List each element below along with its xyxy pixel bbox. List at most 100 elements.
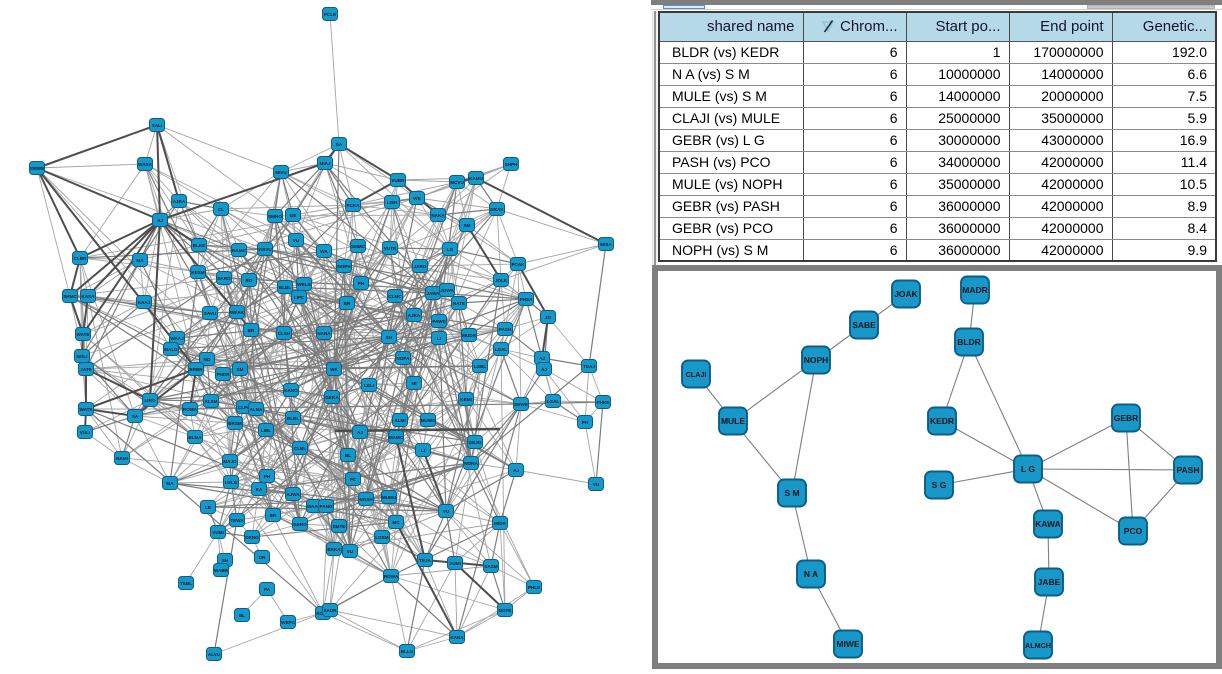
svg-text:MIVU: MIVU bbox=[275, 170, 287, 175]
svg-text:WATE: WATE bbox=[80, 407, 93, 412]
svg-text:ALMCH: ALMCH bbox=[1025, 641, 1051, 650]
svg-text:CLBR: CLBR bbox=[74, 256, 87, 261]
svg-text:BLKE: BLKE bbox=[193, 243, 206, 248]
svg-text:SASM: SASM bbox=[484, 564, 497, 569]
svg-text:WAAK: WAAK bbox=[307, 504, 322, 509]
svg-text:ROMA: ROMA bbox=[183, 407, 198, 412]
svg-text:AJ: AJ bbox=[157, 218, 163, 223]
svg-text:CL: CL bbox=[218, 207, 224, 212]
svg-text:MC: MC bbox=[392, 520, 400, 525]
svg-text:JOAK: JOAK bbox=[894, 289, 918, 299]
svg-text:DRNO: DRNO bbox=[245, 535, 259, 540]
svg-text:KESM: KESM bbox=[191, 270, 204, 275]
svg-text:DRAK: DRAK bbox=[490, 207, 504, 212]
svg-text:ROWA: ROWA bbox=[384, 574, 399, 579]
svg-text:PH: PH bbox=[264, 474, 271, 479]
svg-text:LGAL: LGAL bbox=[495, 347, 508, 352]
svg-text:KAWA: KAWA bbox=[1035, 519, 1061, 529]
svg-text:WEAK: WEAK bbox=[230, 310, 245, 315]
svg-text:NATE: NATE bbox=[453, 301, 465, 306]
svg-text:BR: BR bbox=[270, 513, 277, 518]
svg-text:VU: VU bbox=[347, 549, 354, 554]
svg-text:LG: LG bbox=[447, 247, 454, 252]
svg-text:SM: SM bbox=[237, 367, 244, 372]
svg-text:PCLE: PCLE bbox=[324, 12, 336, 17]
svg-text:PA: PA bbox=[264, 587, 271, 592]
svg-text:KEDR: KEDR bbox=[930, 416, 954, 426]
svg-text:KAAJ: KAAJ bbox=[138, 300, 151, 305]
svg-text:AJKA: AJKA bbox=[173, 199, 186, 204]
svg-text:MCVU: MCVU bbox=[450, 180, 464, 185]
svg-text:BRBR: BRBR bbox=[189, 367, 203, 372]
svg-text:NOTE: NOTE bbox=[499, 608, 512, 613]
svg-text:SHWE: SHWE bbox=[514, 402, 528, 407]
svg-text:AJ: AJ bbox=[513, 468, 519, 473]
svg-text:WATE: WATE bbox=[77, 332, 90, 337]
svg-text:GERO: GERO bbox=[293, 522, 307, 527]
svg-text:TEAJ: TEAJ bbox=[583, 364, 595, 369]
svg-text:NOPA: NOPA bbox=[397, 356, 411, 361]
svg-text:CLAJI: CLAJI bbox=[686, 370, 707, 379]
svg-text:NOPH: NOPH bbox=[804, 355, 829, 365]
svg-text:AJKA: AJKA bbox=[408, 313, 421, 318]
svg-text:LGLG: LGLG bbox=[225, 480, 238, 485]
svg-text:PCKA: PCKA bbox=[346, 203, 360, 208]
svg-text:VUTE: VUTE bbox=[384, 246, 396, 251]
svg-text:WAVU: WAVU bbox=[258, 247, 272, 252]
svg-text:BRKA: BRKA bbox=[327, 547, 341, 552]
svg-text:KAMU: KAMU bbox=[469, 176, 483, 181]
svg-text:CLMC: CLMC bbox=[388, 294, 402, 299]
svg-text:MULE: MULE bbox=[721, 416, 745, 426]
svg-text:LISH: LISH bbox=[387, 200, 398, 205]
svg-text:VULI: VULI bbox=[80, 430, 90, 435]
svg-text:JABE: JABE bbox=[1038, 577, 1061, 587]
svg-text:WEPC: WEPC bbox=[281, 620, 295, 625]
svg-text:SMTE: SMTE bbox=[333, 524, 346, 529]
svg-text:NOPH: NOPH bbox=[337, 264, 351, 269]
svg-text:VUBR: VUBR bbox=[391, 178, 405, 183]
svg-text:BR: BR bbox=[248, 328, 255, 333]
svg-text:BRSM: BRSM bbox=[228, 421, 242, 426]
svg-text:BLBL: BLBL bbox=[287, 416, 299, 421]
svg-text:PAWE: PAWE bbox=[432, 319, 445, 324]
svg-text:NAMI: NAMI bbox=[116, 456, 128, 461]
svg-text:JAWA: JAWA bbox=[426, 291, 440, 296]
svg-text:PCAK: PCAK bbox=[511, 262, 525, 267]
svg-text:ALVU: ALVU bbox=[208, 652, 221, 657]
svg-text:MUWE: MUWE bbox=[421, 418, 436, 423]
svg-text:LELI: LELI bbox=[364, 383, 374, 388]
svg-text:PASH: PASH bbox=[499, 327, 512, 332]
svg-text:LGSM: LGSM bbox=[375, 535, 388, 540]
svg-text:KASA: KASA bbox=[81, 294, 95, 299]
svg-text:LI: LI bbox=[437, 336, 441, 341]
svg-text:SA: SA bbox=[132, 414, 139, 419]
svg-text:SALI: SALI bbox=[152, 123, 162, 128]
svg-text:JOWA: JOWA bbox=[440, 288, 454, 293]
svg-text:LE: LE bbox=[205, 505, 211, 510]
svg-text:PH: PH bbox=[582, 420, 589, 425]
svg-text:SMMC: SMMC bbox=[351, 244, 366, 249]
svg-text:DR: DR bbox=[259, 555, 266, 560]
svg-text:AJWA: AJWA bbox=[286, 492, 300, 497]
svg-text:NAKA: NAKA bbox=[431, 213, 445, 218]
svg-text:L G: L G bbox=[1021, 464, 1035, 474]
svg-text:SMNO: SMNO bbox=[268, 214, 282, 219]
svg-text:PC: PC bbox=[350, 477, 357, 482]
svg-text:N A: N A bbox=[804, 569, 818, 579]
svg-text:S M: S M bbox=[784, 488, 799, 498]
svg-text:MI: MI bbox=[411, 381, 416, 386]
svg-text:WA: WA bbox=[320, 249, 328, 254]
svg-text:KEMI: KEMI bbox=[460, 397, 471, 402]
svg-text:CLSH: CLSH bbox=[278, 331, 291, 336]
svg-text:CLPA: CLPA bbox=[238, 405, 251, 410]
svg-text:AJ: AJ bbox=[539, 356, 545, 361]
svg-text:SA: SA bbox=[336, 142, 343, 147]
svg-text:KANO: KANO bbox=[284, 388, 298, 393]
svg-text:VU: VU bbox=[443, 509, 450, 514]
svg-text:MUDR: MUDR bbox=[462, 333, 476, 338]
svg-text:BLMA: BLMA bbox=[188, 435, 202, 440]
svg-text:PASH: PASH bbox=[1177, 465, 1200, 475]
svg-text:BL: BL bbox=[239, 613, 245, 618]
svg-text:S G: S G bbox=[932, 480, 947, 490]
svg-text:GEKA: GEKA bbox=[325, 395, 339, 400]
